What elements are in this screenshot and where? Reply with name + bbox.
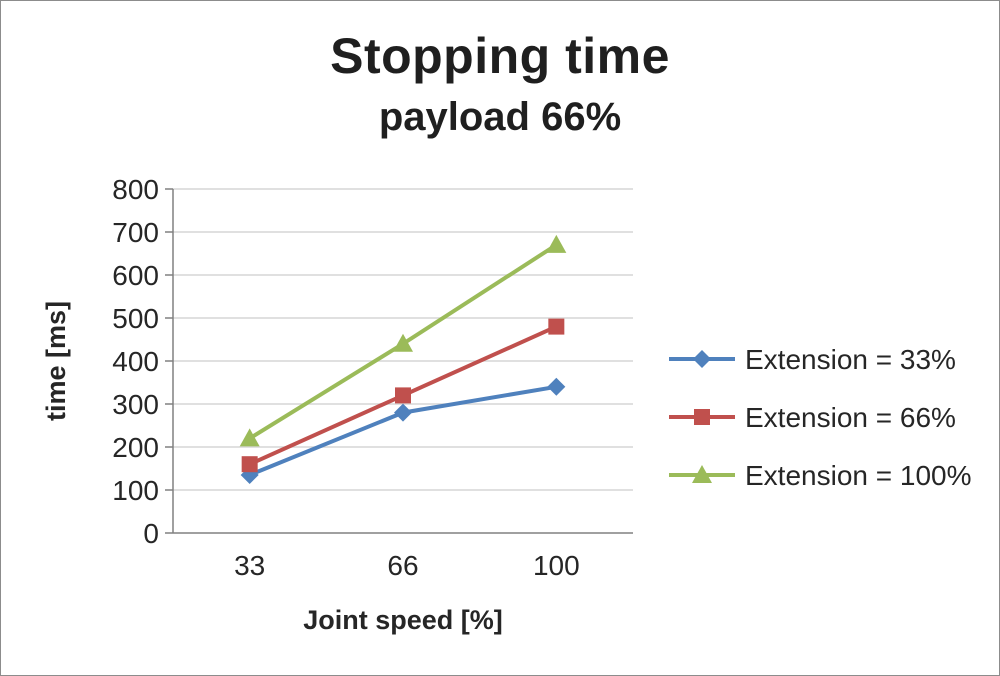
y-tick-label: 500 — [112, 303, 159, 334]
legend-label: Extension = 100% — [745, 460, 972, 491]
legend-item: Extension = 66% — [669, 402, 956, 433]
x-tick-label: 100 — [533, 550, 580, 581]
diamond-marker — [547, 377, 566, 396]
y-tick-label: 700 — [112, 217, 159, 248]
legend-label: Extension = 33% — [745, 344, 956, 375]
y-tick-label: 600 — [112, 260, 159, 291]
y-tick-label: 300 — [112, 389, 159, 420]
chart-title: Stopping time — [330, 28, 670, 84]
legend-item: Extension = 100% — [669, 460, 972, 491]
y-tick-label: 400 — [112, 346, 159, 377]
y-tick-label: 100 — [112, 475, 159, 506]
diamond-marker — [693, 350, 711, 368]
x-axis-title: Joint speed [%] — [303, 605, 503, 635]
y-tick-label: 0 — [143, 518, 159, 549]
legend-label: Extension = 66% — [745, 402, 956, 433]
triangle-marker — [239, 428, 260, 447]
chart-generated-layer: 0 100 200 300 400 500 600 700 800 33 66 100 Extensio… — [112, 174, 971, 581]
legend-item: Extension = 33% — [669, 344, 956, 375]
x-tick-label: 66 — [387, 550, 418, 581]
square-marker — [548, 318, 565, 335]
x-tick-label: 33 — [234, 550, 265, 581]
square-marker — [241, 456, 258, 473]
triangle-marker — [692, 465, 712, 483]
triangle-marker — [546, 234, 567, 253]
y-tick-label: 800 — [112, 174, 159, 205]
square-marker — [395, 387, 411, 404]
y-tick-label: 200 — [112, 432, 159, 463]
diamond-marker — [394, 403, 412, 422]
y-axis-title: time [ms] — [41, 301, 71, 421]
chart-subtitle: payload 66% — [378, 95, 622, 139]
triangle-marker — [393, 333, 413, 352]
square-marker — [694, 409, 710, 425]
